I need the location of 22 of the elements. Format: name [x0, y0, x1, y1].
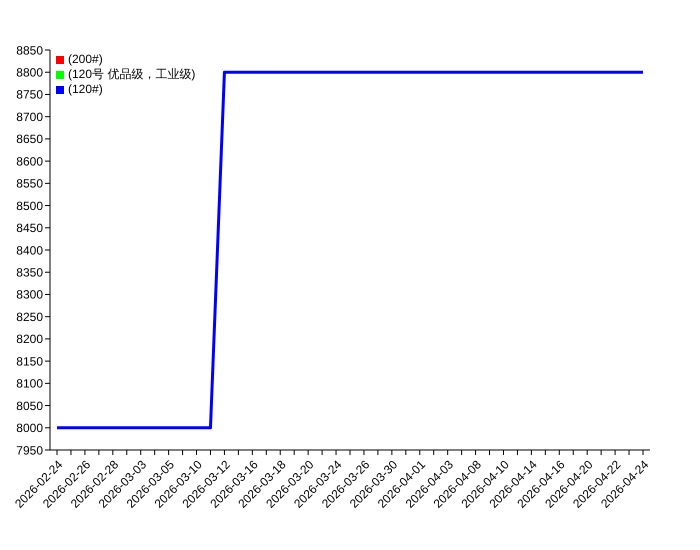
legend-label: (200#): [68, 52, 103, 66]
y-tick-label: 8400: [16, 243, 44, 258]
y-tick-label: 8250: [16, 310, 44, 324]
y-tick-label: 8550: [16, 176, 44, 191]
y-tick-label: 8450: [16, 221, 44, 236]
y-tick-label: 8000: [16, 421, 44, 436]
y-tick-label: 8700: [16, 110, 44, 124]
legend-label: (120#): [68, 82, 103, 96]
y-tick-label: 8350: [16, 265, 44, 280]
y-tick-label: 8100: [16, 376, 44, 391]
y-tick-label: 8800: [16, 65, 44, 80]
y-tick-label: 8750: [16, 88, 44, 102]
y-tick-label: 8150: [16, 354, 44, 368]
y-tick-label: 8200: [16, 332, 44, 346]
y-tick-label: 8850: [16, 43, 44, 58]
y-tick-label: 7950: [16, 443, 44, 458]
y-tick-label: 8500: [16, 198, 44, 213]
legend-label: (120号 优品级，工业级): [68, 67, 196, 81]
y-tick-label: 8050: [16, 398, 44, 413]
y-tick-label: 8600: [16, 154, 44, 168]
y-tick-label: 8300: [16, 288, 44, 302]
y-tick-label: 8650: [16, 132, 44, 146]
